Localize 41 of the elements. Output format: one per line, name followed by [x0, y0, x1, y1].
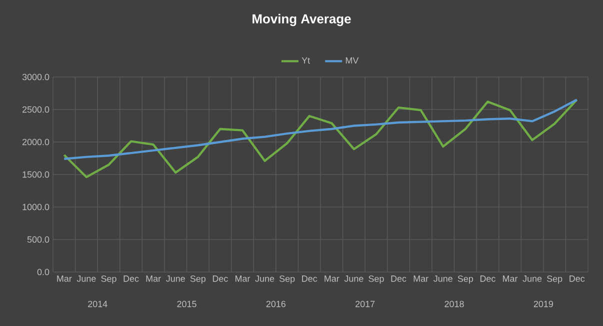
x-tick-label: Sep: [458, 276, 473, 284]
x-tick-label: Dec: [391, 276, 406, 282]
legend-label: MV: [346, 57, 359, 64]
text: 2015: [177, 300, 196, 308]
x-tick-label: Mar: [235, 276, 250, 282]
x-tick-label: Dec: [212, 276, 228, 282]
text: 2014: [88, 300, 108, 308]
x-tick-label: June: [434, 276, 452, 282]
x-tick-label: June: [255, 276, 274, 282]
x-tick-label: Mar: [414, 276, 428, 282]
line-series: [63, 98, 578, 178]
text: 2017: [356, 300, 375, 308]
x-tick-label: Mar: [57, 276, 72, 282]
x-tick-label: Sep: [546, 276, 562, 284]
x-tick-label: Mar: [324, 276, 340, 282]
y-tick-label: 0.0: [37, 268, 50, 276]
x-tick-label: Mar: [146, 276, 161, 282]
x-tick-label: Sep: [368, 276, 384, 284]
x-tick-label: Sep: [190, 276, 206, 284]
y-tick-label: 1000.0: [22, 204, 50, 210]
y-tick-label: 3000.0: [22, 74, 50, 80]
legend-label: Yt: [302, 57, 310, 64]
x-tick-label: Dec: [302, 276, 318, 282]
x-tick-label: Dec: [480, 276, 496, 282]
y-tick-label: 2500.0: [22, 106, 50, 113]
y-tick-label: 500.0: [27, 236, 50, 243]
x-tick-label: Mar: [502, 276, 518, 282]
x-tick-label: Dec: [570, 276, 585, 282]
x-tick-label: June: [166, 276, 185, 282]
chart-title: Moving Average: [252, 14, 351, 26]
y-tick-label: 2000.0: [22, 138, 50, 146]
x-tick-label: Sep: [279, 276, 295, 284]
x-tick-label: June: [522, 276, 542, 282]
y-tick-label: 1500.0: [22, 171, 50, 178]
text: 2019: [534, 300, 553, 308]
x-tick-label: June: [344, 276, 364, 282]
x-tick-label: Dec: [124, 276, 139, 282]
x-tick-label: Sep: [101, 276, 116, 284]
text: 2018: [444, 300, 464, 308]
text: 2016: [266, 300, 286, 308]
x-tick-label: June: [76, 276, 96, 282]
